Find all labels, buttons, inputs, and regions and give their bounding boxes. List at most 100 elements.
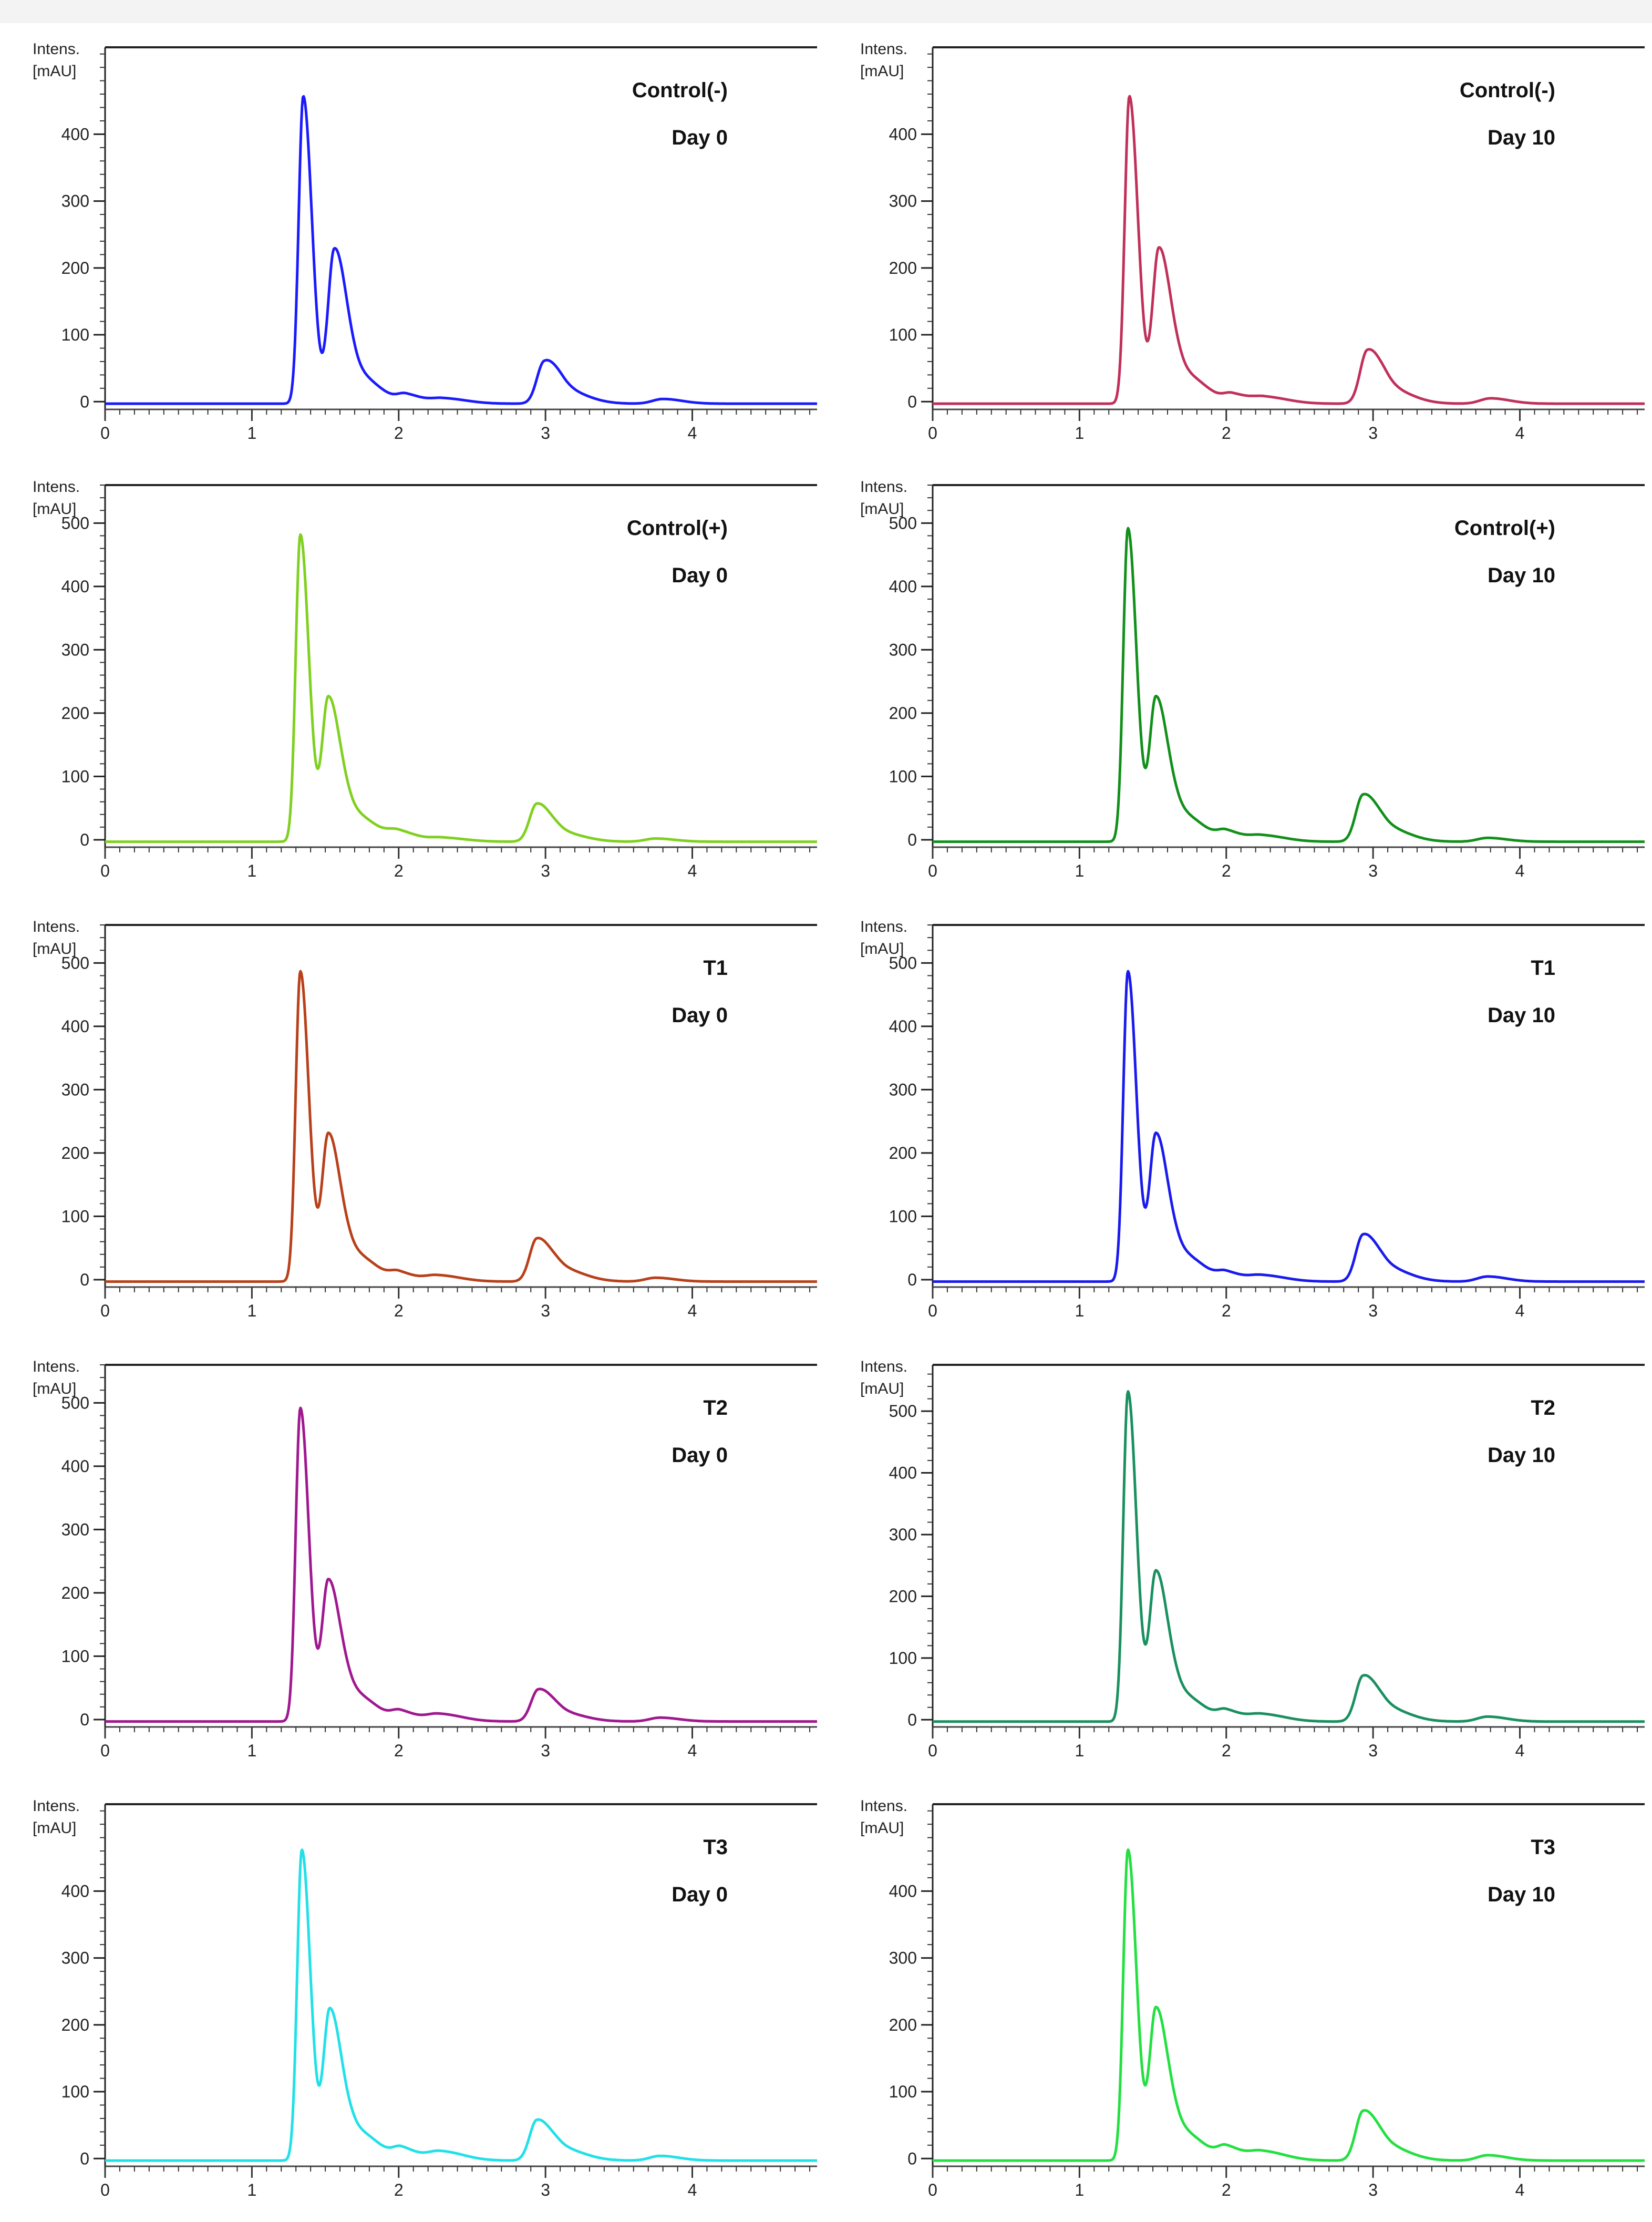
x-tick-label: 2 <box>1222 2180 1231 2199</box>
chromatogram-trace <box>932 527 1645 843</box>
y-axis-title-intens: Intens. <box>860 1797 908 1815</box>
y-tick-label: 100 <box>61 1207 89 1226</box>
chromatogram-panel: 0 100 200 300 400 0 1 2 3 4 Intens. [mAU] Control(-)… <box>0 29 822 465</box>
y-tick-label: 500 <box>61 1393 89 1412</box>
y-axis-title-intens: Intens. <box>33 478 80 496</box>
y-axis-title-intens: Intens. <box>860 40 908 58</box>
x-tick-label: 2 <box>394 1741 404 1760</box>
chromatogram-trace <box>105 1848 818 2162</box>
chart-title: T1 <box>1531 956 1555 980</box>
y-tick-label: 100 <box>889 2082 917 2101</box>
x-tick-label: 2 <box>1222 1741 1231 1760</box>
chart-subtitle: Day 0 <box>672 564 728 587</box>
x-tick-label: 4 <box>688 861 697 880</box>
x-tick-label: 1 <box>247 861 256 880</box>
y-tick-label: 200 <box>889 704 917 723</box>
chart-subtitle: Day 10 <box>1488 1444 1555 1467</box>
y-tick-label: 0 <box>907 1270 917 1289</box>
x-tick-label: 4 <box>688 2180 697 2199</box>
x-tick-label: 3 <box>541 1741 550 1760</box>
y-tick-label: 200 <box>889 259 917 277</box>
chart-title: T3 <box>1531 1836 1555 1859</box>
y-tick-label: 500 <box>889 1402 917 1421</box>
chromatogram-panel: 0 100 200 300 400 500 0 1 2 3 4 Intens. [mAU] T1 Day 1… <box>828 907 1650 1343</box>
chromatogram-trace <box>105 95 818 405</box>
x-tick-label: 2 <box>1222 861 1231 880</box>
chart-svg: 0 100 200 300 400 0 1 2 3 4 <box>61 46 818 443</box>
chromatogram-trace <box>932 970 1645 1283</box>
chart-svg: 0 100 200 300 400 500 0 1 2 3 4 <box>61 1364 818 1760</box>
y-tick-label: 0 <box>907 1710 917 1729</box>
chart-svg: 0 100 200 300 400 0 1 2 3 4 <box>889 1803 1645 2199</box>
y-tick-label: 300 <box>61 1520 89 1539</box>
y-tick-label: 300 <box>889 1525 917 1544</box>
chart-subtitle: Day 0 <box>672 1444 728 1467</box>
y-axis-title-unit: [mAU] <box>860 63 904 80</box>
y-tick-label: 0 <box>80 1270 89 1289</box>
chromatogram-trace <box>932 95 1645 405</box>
chart-subtitle: Day 10 <box>1488 564 1555 587</box>
chromatogram-panel: 0 100 200 300 400 0 1 2 3 4 Intens. [mAU] T3 Day 0 <box>0 1786 822 2222</box>
y-axis-title-unit: [mAU] <box>33 500 77 518</box>
y-axis-title-unit: [mAU] <box>33 1380 77 1397</box>
y-tick-label: 0 <box>907 830 917 849</box>
y-tick-label: 400 <box>889 1017 917 1036</box>
x-tick-label: 3 <box>1368 1301 1378 1320</box>
x-tick-label: 1 <box>1075 424 1084 443</box>
y-tick-label: 100 <box>889 325 917 344</box>
top-bar <box>0 0 1652 23</box>
chromatogram-trace <box>932 1848 1645 2162</box>
y-tick-label: 400 <box>61 125 89 143</box>
chart-svg: 0 100 200 300 400 0 1 2 3 4 <box>61 1803 818 2199</box>
x-tick-label: 1 <box>247 1741 256 1760</box>
x-tick-label: 4 <box>688 1741 697 1760</box>
x-tick-label: 3 <box>541 424 550 443</box>
x-tick-label: 2 <box>1222 1301 1231 1320</box>
chart-title: Control(-) <box>1459 79 1555 102</box>
y-tick-label: 500 <box>61 513 89 532</box>
x-tick-label: 1 <box>1075 861 1084 880</box>
y-tick-label: 400 <box>61 1881 89 1900</box>
chart-subtitle: Day 10 <box>1488 1883 1555 1906</box>
x-tick-label: 2 <box>394 861 404 880</box>
chromatogram-panel: 0 100 200 300 400 500 0 1 2 3 4 Intens. [mAU] T1 Day 0 <box>0 907 822 1343</box>
x-tick-label: 0 <box>928 424 937 443</box>
y-axis-title-unit: [mAU] <box>860 1819 904 1837</box>
y-tick-label: 400 <box>889 577 917 596</box>
y-tick-label: 500 <box>61 953 89 972</box>
chart-svg: 0 100 200 300 400 500 0 1 2 3 4 <box>889 1364 1645 1760</box>
chart-title: T2 <box>1531 1396 1555 1419</box>
chart-title: Control(+) <box>626 517 728 540</box>
y-tick-label: 300 <box>61 1949 89 1968</box>
x-tick-label: 2 <box>394 1301 404 1320</box>
chromatogram-panel: 0 100 200 300 400 500 0 1 2 3 4 Intens. [mAU] Control… <box>828 467 1650 903</box>
x-tick-label: 1 <box>1075 1301 1084 1320</box>
x-tick-label: 4 <box>1515 2180 1525 2199</box>
x-tick-label: 4 <box>688 1301 697 1320</box>
y-axis-title-intens: Intens. <box>33 1358 80 1375</box>
x-tick-label: 4 <box>1515 861 1525 880</box>
x-tick-label: 0 <box>928 1301 937 1320</box>
y-tick-label: 200 <box>61 704 89 723</box>
chromatogram-panel: 0 100 200 300 400 500 0 1 2 3 4 Intens. [mAU] T2 Day 1… <box>828 1346 1650 1783</box>
x-tick-label: 0 <box>100 861 110 880</box>
y-tick-label: 400 <box>61 1017 89 1036</box>
chart-subtitle: Day 0 <box>672 1004 728 1027</box>
y-tick-label: 100 <box>61 325 89 344</box>
y-tick-label: 300 <box>61 192 89 211</box>
chart-title: T2 <box>703 1396 728 1419</box>
x-tick-label: 3 <box>541 1301 550 1320</box>
y-tick-label: 0 <box>80 2149 89 2168</box>
chart-svg: 0 100 200 300 400 500 0 1 2 3 4 <box>61 924 818 1320</box>
x-tick-label: 1 <box>247 1301 256 1320</box>
x-tick-label: 3 <box>1368 424 1378 443</box>
y-tick-label: 200 <box>889 1144 917 1163</box>
y-axis-title-intens: Intens. <box>860 478 908 496</box>
x-tick-label: 1 <box>247 424 256 443</box>
y-tick-label: 0 <box>907 392 917 411</box>
x-tick-label: 0 <box>928 1741 937 1760</box>
y-tick-label: 100 <box>889 1207 917 1226</box>
y-axis-title-intens: Intens. <box>33 40 80 58</box>
chromatogram-trace <box>932 1390 1645 1723</box>
